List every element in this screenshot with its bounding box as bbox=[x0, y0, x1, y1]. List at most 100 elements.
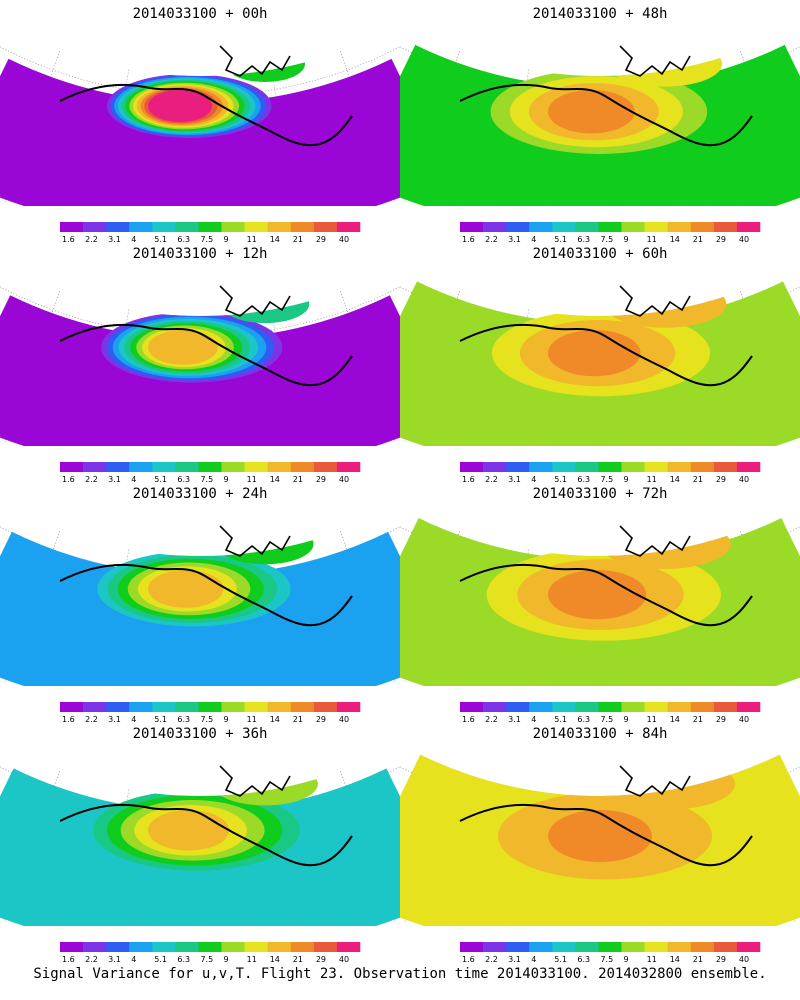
colorbar-tick-label: 1.6 bbox=[62, 955, 75, 964]
colorbar-tick-label: 21 bbox=[693, 475, 703, 484]
colorbar-tick-label: 9 bbox=[224, 955, 229, 964]
colorbar-swatch bbox=[290, 222, 315, 232]
variance-map bbox=[0, 762, 400, 926]
colorbar-tick-label: 1.6 bbox=[62, 475, 75, 484]
panel-title: 2014033100 + 36h bbox=[132, 726, 268, 742]
colorbar-tick-label: 11 bbox=[247, 235, 257, 244]
colorbar-tick-label: 21 bbox=[293, 235, 303, 244]
coastline bbox=[459, 803, 753, 867]
colorbar-tick-label: 2.2 bbox=[85, 235, 98, 244]
colorbar-swatch bbox=[575, 222, 599, 232]
colorbar-tick-label: 14 bbox=[670, 715, 680, 724]
colorbar-tick-label: 21 bbox=[693, 955, 703, 964]
colorbar-tick-label: 7.5 bbox=[600, 715, 613, 724]
colorbar-swatch bbox=[575, 702, 599, 712]
variance-contour bbox=[148, 90, 212, 122]
colorbar-tick-label: 6.3 bbox=[177, 715, 190, 724]
colorbar-swatch bbox=[713, 942, 738, 952]
colorbar-swatch bbox=[529, 702, 553, 712]
colorbar-swatch bbox=[290, 942, 315, 952]
colorbar-swatch bbox=[529, 222, 553, 232]
colorbar-swatch bbox=[83, 942, 107, 952]
variance-contour bbox=[148, 570, 224, 608]
colorbar-swatch bbox=[60, 942, 84, 952]
variance-map bbox=[400, 518, 800, 686]
colorbar-swatch bbox=[690, 222, 715, 232]
colorbar-tick-label: 29 bbox=[716, 235, 726, 244]
forecast-panel: 2014033100 + 48h 1.6 2.2 3.1 4 5.1 6.3 7.5 9 11 14… bbox=[400, 0, 800, 244]
coastline bbox=[59, 83, 353, 147]
colorbar-tick-label: 3.1 bbox=[508, 235, 521, 244]
figure-caption: Signal Variance for u,v,T. Flight 23. Ob… bbox=[33, 966, 767, 982]
colorbar-swatch bbox=[506, 462, 530, 472]
colorbar-swatch bbox=[552, 942, 576, 952]
colorbar-tick-label: 3.1 bbox=[108, 955, 121, 964]
variance-contour bbox=[220, 284, 310, 324]
colorbar-tick-label: 40 bbox=[739, 235, 749, 244]
colorbar-tick-label: 5.1 bbox=[154, 715, 167, 724]
variance-contour bbox=[148, 330, 218, 365]
colorbar-swatch bbox=[460, 702, 484, 712]
colorbar: 1.6 2.2 3.1 4 5.1 6.3 7.5 9 11 14 21 29 40 bbox=[460, 942, 761, 964]
colorbar-swatch bbox=[175, 702, 199, 712]
variance-contour bbox=[212, 762, 318, 806]
colorbar-tick-label: 7.5 bbox=[600, 235, 613, 244]
variance-contour bbox=[595, 758, 735, 810]
colorbar: 1.6 2.2 3.1 4 5.1 6.3 7.5 9 11 14 21 29 40 bbox=[60, 462, 361, 484]
colorbar-swatch bbox=[152, 942, 176, 952]
panel-title: 2014033100 + 48h bbox=[532, 6, 668, 22]
colorbar-tick-label: 40 bbox=[339, 955, 349, 964]
colorbar-tick-label: 4 bbox=[531, 715, 536, 724]
colorbar-tick-label: 9 bbox=[624, 475, 629, 484]
arctic-islands bbox=[619, 525, 691, 557]
variance-map bbox=[400, 280, 800, 446]
colorbar-swatch bbox=[267, 462, 292, 472]
colorbar-tick-label: 29 bbox=[716, 475, 726, 484]
colorbar-swatch bbox=[529, 942, 553, 952]
colorbar-tick-label: 9 bbox=[224, 475, 229, 484]
colorbar-tick-label: 6.3 bbox=[177, 475, 190, 484]
colorbar-swatch bbox=[621, 462, 645, 472]
colorbar-swatch bbox=[483, 942, 507, 952]
colorbar-swatch bbox=[336, 222, 361, 232]
colorbar-swatch bbox=[198, 702, 222, 712]
colorbar-tick-label: 21 bbox=[293, 715, 303, 724]
colorbar-swatch bbox=[244, 942, 268, 952]
colorbar-tick-label: 2.2 bbox=[485, 475, 498, 484]
colorbar-swatch bbox=[106, 702, 130, 712]
colorbar-tick-label: 21 bbox=[693, 235, 703, 244]
arctic-islands bbox=[219, 45, 291, 77]
colorbar-swatch bbox=[506, 702, 530, 712]
colorbar-swatch bbox=[506, 222, 530, 232]
variance-field bbox=[400, 280, 800, 446]
colorbar-tick-label: 2.2 bbox=[485, 955, 498, 964]
colorbar-swatch bbox=[460, 222, 484, 232]
colorbar-tick-label: 9 bbox=[624, 715, 629, 724]
variance-map bbox=[0, 284, 400, 446]
colorbar-swatch bbox=[267, 702, 292, 712]
variance-map bbox=[400, 754, 800, 926]
colorbar-swatch bbox=[736, 702, 761, 712]
variance-contour bbox=[548, 330, 641, 377]
colorbar-tick-label: 6.3 bbox=[577, 475, 590, 484]
colorbar-swatch bbox=[644, 462, 668, 472]
coastline bbox=[459, 563, 753, 627]
colorbar-swatch bbox=[336, 942, 361, 952]
colorbar-tick-label: 1.6 bbox=[462, 235, 475, 244]
colorbar-swatch bbox=[483, 462, 507, 472]
arctic-islands bbox=[619, 285, 691, 317]
colorbar-swatch bbox=[644, 942, 668, 952]
colorbar-swatch bbox=[106, 462, 130, 472]
colorbar-swatch bbox=[644, 702, 668, 712]
colorbar-swatch bbox=[736, 942, 761, 952]
colorbar-swatch bbox=[290, 702, 315, 712]
colorbar-swatch bbox=[313, 222, 338, 232]
colorbar-swatch bbox=[129, 702, 153, 712]
colorbar-swatch bbox=[667, 462, 692, 472]
colorbar-tick-label: 11 bbox=[247, 955, 257, 964]
colorbar-swatch bbox=[129, 942, 153, 952]
colorbar-swatch bbox=[621, 942, 645, 952]
colorbar-tick-label: 14 bbox=[670, 475, 680, 484]
colorbar-tick-label: 2.2 bbox=[485, 235, 498, 244]
colorbar-swatch bbox=[483, 702, 507, 712]
